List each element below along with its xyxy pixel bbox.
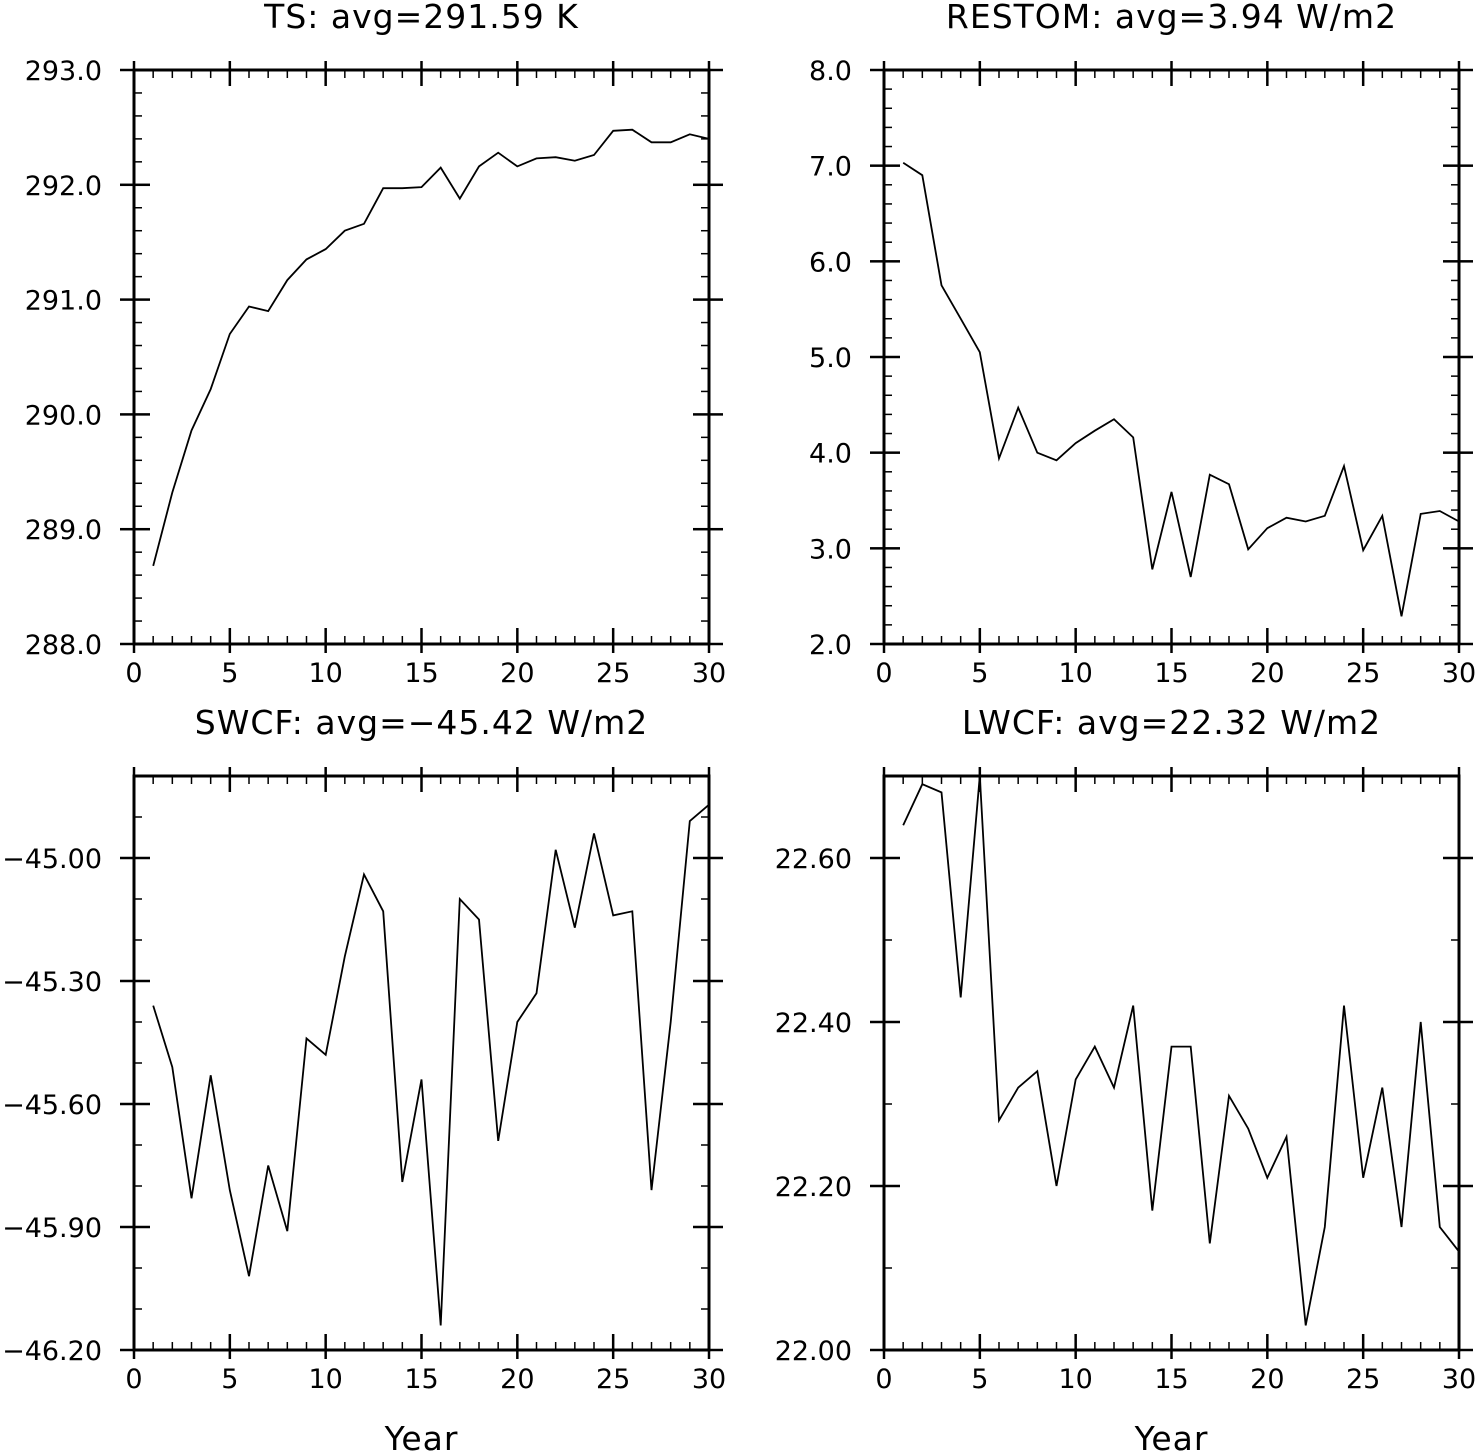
restom-x-tick-label: 25 — [1346, 658, 1380, 689]
restom-x-tick-label: 10 — [1058, 658, 1092, 689]
restom-panel: 0 5 10 15 20 25 30 2.0 3.0 4.0 5.0 6.0 7.0 8.0 RESTOM:… — [809, 0, 1475, 689]
lwcf-x-tick-label: 20 — [1250, 1364, 1284, 1395]
lwcf-chart-title: LWCF: avg=22.32 W/m2 — [962, 703, 1381, 742]
swcf-y-tick-label: −45.90 — [2, 1213, 102, 1244]
swcf-x-tick-label: 15 — [404, 1364, 438, 1395]
swcf-x-tick-label: 0 — [125, 1364, 142, 1395]
restom-y-tick-label: 4.0 — [809, 439, 852, 470]
lwcf-y-tick-label: 22.40 — [775, 1008, 852, 1039]
restom-y-tick-label: 7.0 — [809, 152, 852, 183]
swcf-x-tick-label: 5 — [221, 1364, 238, 1395]
swcf-x-tick-label: 30 — [692, 1364, 726, 1395]
lwcf-panel: 0 5 10 15 20 25 30 22.00 22.20 22.40 22.60 LWCF: av… — [775, 703, 1475, 1452]
lwcf-x-tick-label: 0 — [875, 1364, 892, 1395]
swcf-x-axis-label: Year — [384, 1419, 459, 1452]
ts-panel: 0 5 10 15 20 25 30 288.0 289.0 290.0 291.0 292.0 293… — [25, 0, 726, 689]
restom-y-tick-label: 2.0 — [809, 630, 852, 661]
restom-x-tick-label: 0 — [875, 658, 892, 689]
ts-y-tick-label: 289.0 — [25, 515, 102, 546]
ts-plot-frame — [132, 68, 711, 646]
lwcf-x-tick-label: 25 — [1346, 1364, 1380, 1395]
restom-plot-frame — [882, 68, 1461, 646]
lwcf-x-tick-label: 15 — [1154, 1364, 1188, 1395]
ts-x-tick-label: 15 — [404, 658, 438, 689]
swcf-y-tick-label: −45.00 — [2, 844, 102, 875]
ts-x-tick-label: 10 — [308, 658, 342, 689]
restom-y-tick-label: 5.0 — [809, 343, 852, 374]
ts-series-line — [152, 128, 710, 567]
restom-y-tick-label: 3.0 — [809, 534, 852, 565]
swcf-x-tick-label: 20 — [500, 1364, 534, 1395]
swcf-y-tick-label: −45.60 — [2, 1090, 102, 1121]
ts-y-tick-label: 293.0 — [25, 56, 102, 87]
ts-y-tick-label: 290.0 — [25, 400, 102, 431]
lwcf-x-tick-label: 10 — [1058, 1364, 1092, 1395]
ts-chart-title: TS: avg=291.59 K — [263, 0, 579, 36]
restom-x-tick-label: 15 — [1154, 658, 1188, 689]
restom-chart-title: RESTOM: avg=3.94 W/m2 — [946, 0, 1397, 36]
ts-y-tick-label: 292.0 — [25, 171, 102, 202]
lwcf-series-line — [902, 775, 1460, 1326]
lwcf-y-tick-label: 22.00 — [775, 1336, 852, 1367]
restom-y-tick-label: 8.0 — [809, 56, 852, 87]
swcf-panel: 0 5 10 15 20 25 30 −46.20 −45.90 −45.60 −45.30 −45.… — [2, 703, 726, 1452]
ts-x-tick-label: 30 — [692, 658, 726, 689]
ts-x-tick-label: 25 — [596, 658, 630, 689]
lwcf-plot-frame — [882, 774, 1461, 1352]
swcf-plot-frame — [132, 774, 711, 1352]
ts-y-tick-label: 288.0 — [25, 630, 102, 661]
lwcf-y-tick-label: 22.60 — [775, 844, 852, 875]
ts-y-tick-label: 291.0 — [25, 286, 102, 317]
lwcf-x-tick-label: 5 — [971, 1364, 988, 1395]
swcf-chart-title: SWCF: avg=−45.42 W/m2 — [195, 703, 649, 742]
swcf-y-tick-label: −45.30 — [2, 967, 102, 998]
swcf-y-tick-label: −46.20 — [2, 1336, 102, 1367]
lwcf-x-tick-label: 30 — [1442, 1364, 1475, 1395]
swcf-x-tick-label: 10 — [308, 1364, 342, 1395]
ts-x-tick-label: 20 — [500, 658, 534, 689]
swcf-x-tick-label: 25 — [596, 1364, 630, 1395]
restom-x-tick-label: 20 — [1250, 658, 1284, 689]
lwcf-y-tick-label: 22.20 — [775, 1172, 852, 1203]
ts-x-tick-label: 5 — [221, 658, 238, 689]
swcf-series-line — [152, 804, 710, 1326]
restom-series-line — [902, 162, 1460, 617]
lwcf-x-axis-label: Year — [1134, 1419, 1209, 1452]
restom-x-tick-label: 30 — [1442, 658, 1475, 689]
restom-y-tick-label: 6.0 — [809, 247, 852, 278]
ts-x-tick-label: 0 — [125, 658, 142, 689]
restom-x-tick-label: 5 — [971, 658, 988, 689]
